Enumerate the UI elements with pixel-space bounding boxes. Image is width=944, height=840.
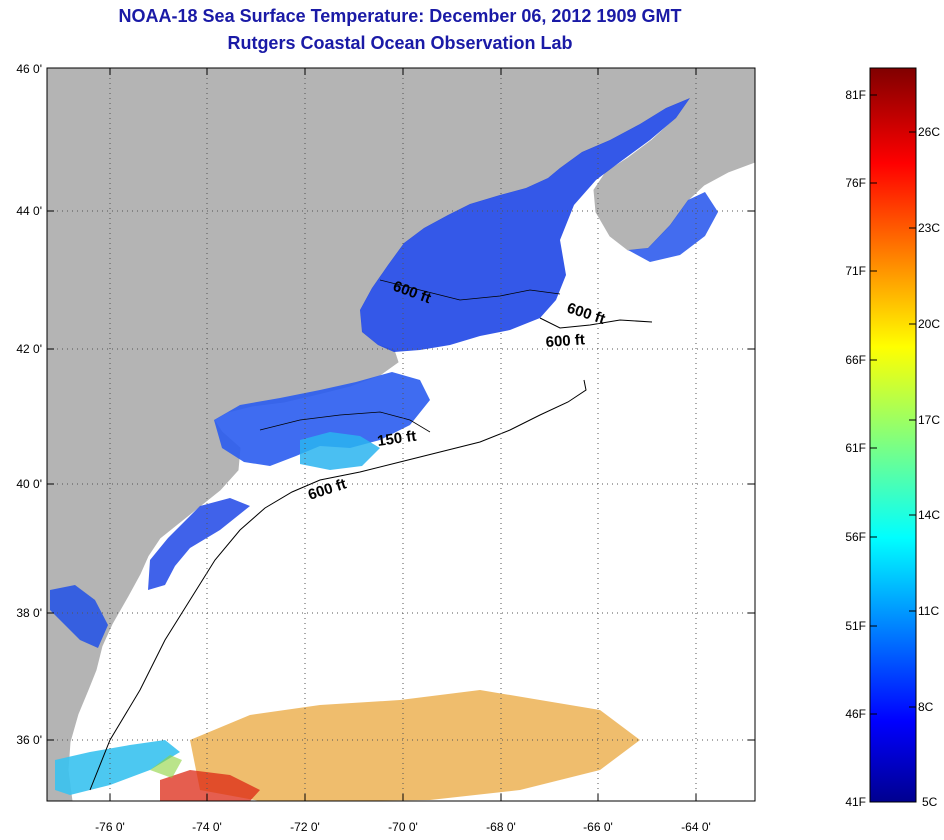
colorbar-label-5c: 5C (922, 795, 938, 809)
graticule (47, 68, 755, 801)
map-title: NOAA-18 Sea Surface Temperature: Decembe… (118, 6, 682, 26)
lon-label-74: -74 0' (192, 820, 222, 834)
contour-600ft-shelf-break (89, 379, 587, 791)
colorbar-ticks (870, 94, 916, 715)
lon-label-66: -66 0' (583, 820, 613, 834)
colorbar-label-51f: 51F (845, 619, 866, 633)
contour-150ft (259, 411, 431, 433)
colorbar-label-8c: 8C (918, 700, 934, 714)
map-subtitle: Rutgers Coastal Ocean Observation Lab (227, 33, 573, 53)
colorbar-label-61f: 61F (845, 441, 866, 455)
lon-label-70: -70 0' (388, 820, 418, 834)
lon-label-72: -72 0' (290, 820, 320, 834)
colorbar (869, 67, 917, 803)
lat-label-40: 40 0' (16, 477, 42, 491)
lat-label-44: 44 0' (16, 204, 42, 218)
lat-label-42: 42 0' (16, 342, 42, 356)
colorbar-label-76f: 76F (845, 176, 866, 190)
lat-label-38: 38 0' (16, 606, 42, 620)
colorbar-label-46f: 46F (845, 707, 866, 721)
sst-hot-red-field (160, 770, 260, 801)
sst-green-yellow-edge (150, 755, 182, 778)
colorbar-label-56f: 56F (845, 530, 866, 544)
lat-label-36: 36 0' (16, 733, 42, 747)
colorbar-label-66f: 66F (845, 353, 866, 367)
colorbar-label-14c: 14C (918, 508, 940, 522)
contour-600ft-gulf (379, 279, 561, 301)
colorbar-label-11c: 11C (918, 604, 939, 618)
sst-gulf-of-maine (360, 98, 690, 352)
sst-nearshore-cyan (300, 432, 380, 470)
contour-600ft-georges (539, 317, 653, 329)
sst-warm-orange-field (190, 690, 640, 801)
sst-scotian-shelf (628, 192, 718, 262)
lon-label-64: -64 0' (681, 820, 711, 834)
colorbar-label-17c: 17C (918, 413, 940, 427)
colorbar-label-26c: 26C (918, 125, 940, 139)
contour-label-600ft-georges: 600 ft (545, 331, 585, 351)
major-ticks (47, 67, 755, 801)
sst-southern-new-england (214, 372, 430, 466)
colorbar-label-20c: 20C (918, 317, 940, 331)
sst-chesapeake (50, 585, 108, 648)
colorbar-label-81f: 81F (845, 88, 866, 102)
lon-label-68: -68 0' (486, 820, 516, 834)
colorbar-label-41f: 41F (845, 795, 866, 809)
contour-label-150ft: 150 ft (376, 428, 417, 450)
lon-label-76: -76 0' (95, 820, 125, 834)
sst-new-jersey-shelf (148, 498, 250, 590)
sst-carolina-coast-cyan (55, 740, 180, 795)
map-frame (46, 67, 756, 802)
colorbar-label-23c: 23C (918, 221, 940, 235)
colorbar-label-71f: 71F (845, 264, 866, 278)
map-area (47, 68, 755, 801)
lat-label-46: 46 0' (16, 62, 42, 76)
